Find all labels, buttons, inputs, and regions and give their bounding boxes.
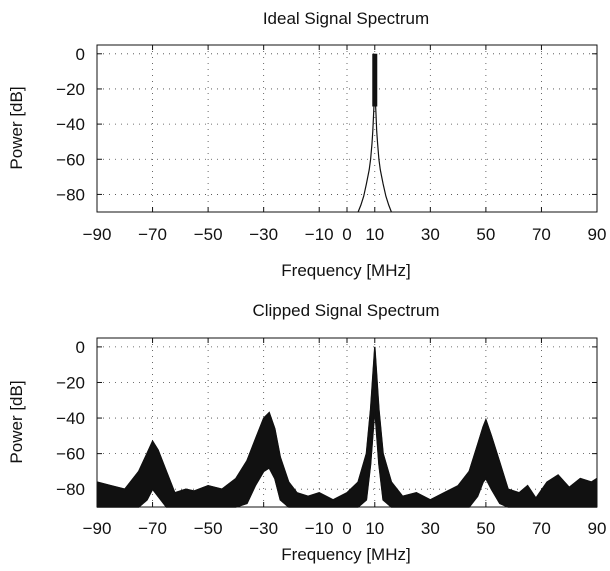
clipped-spectrum-upper-line (96, 346, 598, 501)
x-tick-label: −50 (194, 225, 223, 244)
ideal-spectrum-axes (96, 44, 598, 213)
clipped-spectrum-title: Clipped Signal Spectrum (252, 301, 439, 320)
y-tick-label: −80 (56, 480, 85, 499)
clipped-spectrum-plot (96, 346, 598, 508)
clipped-spectrum-panel: Clipped Signal Spectrum Power [dB] Frequ… (7, 301, 606, 564)
y-tick-label: 0 (76, 338, 85, 357)
x-tick-label: −90 (83, 225, 112, 244)
y-tick-label: 0 (76, 45, 85, 64)
clipped-spectrum-xlabel: Frequency [MHz] (281, 545, 410, 564)
y-tick-label: −60 (56, 150, 85, 169)
x-tick-label: −30 (249, 225, 278, 244)
x-tick-label: 90 (588, 225, 607, 244)
x-tick-label: 50 (476, 225, 495, 244)
y-tick-label: −40 (56, 409, 85, 428)
x-tick-label: 0 (342, 225, 351, 244)
x-tick-label: 10 (365, 225, 384, 244)
x-tick-label: −10 (305, 225, 334, 244)
ideal-spectrum-title: Ideal Signal Spectrum (263, 9, 429, 28)
x-tick-label: 10 (365, 519, 384, 538)
x-tick-label: −90 (83, 519, 112, 538)
ideal-spectrum-xlabel: Frequency [MHz] (281, 261, 410, 280)
clipped-spectrum-lower-line (97, 409, 597, 508)
ideal-spectrum-grid (97, 45, 597, 212)
x-tick-label: 50 (476, 519, 495, 538)
ideal-spectrum-panel: Ideal Signal Spectrum Power [dB] Frequen… (7, 9, 606, 280)
y-tick-label: −60 (56, 445, 85, 464)
ideal-spectrum-ylabel: Power [dB] (7, 86, 26, 169)
x-tick-label: −50 (194, 519, 223, 538)
y-tick-label: −20 (56, 80, 85, 99)
x-tick-label: 0 (342, 519, 351, 538)
y-tick-label: −40 (56, 115, 85, 134)
x-tick-label: −70 (138, 519, 167, 538)
x-tick-label: 90 (588, 519, 607, 538)
x-tick-label: 30 (421, 225, 440, 244)
x-tick-label: −10 (305, 519, 334, 538)
x-tick-label: 70 (532, 519, 551, 538)
clipped-spectrum-grid (97, 338, 597, 507)
clipped-spectrum-ylabel: Power [dB] (7, 380, 26, 463)
x-tick-label: 30 (421, 519, 440, 538)
clipped-spectrum-ticks: −90 −70 −50 −30 −10 0 10 30 50 70 90 0 −20 −40 −60 −80 (56, 338, 606, 538)
y-tick-label: −80 (56, 185, 85, 204)
ideal-spectrum-plot (357, 53, 392, 213)
y-tick-label: −20 (56, 373, 85, 392)
x-tick-label: −70 (138, 225, 167, 244)
x-tick-label: 70 (532, 225, 551, 244)
x-tick-label: −30 (249, 519, 278, 538)
ideal-spectrum-ticks: −90 −70 −50 −30 −10 0 10 30 50 70 90 0 −20 −40 −60 −80 (56, 45, 606, 244)
